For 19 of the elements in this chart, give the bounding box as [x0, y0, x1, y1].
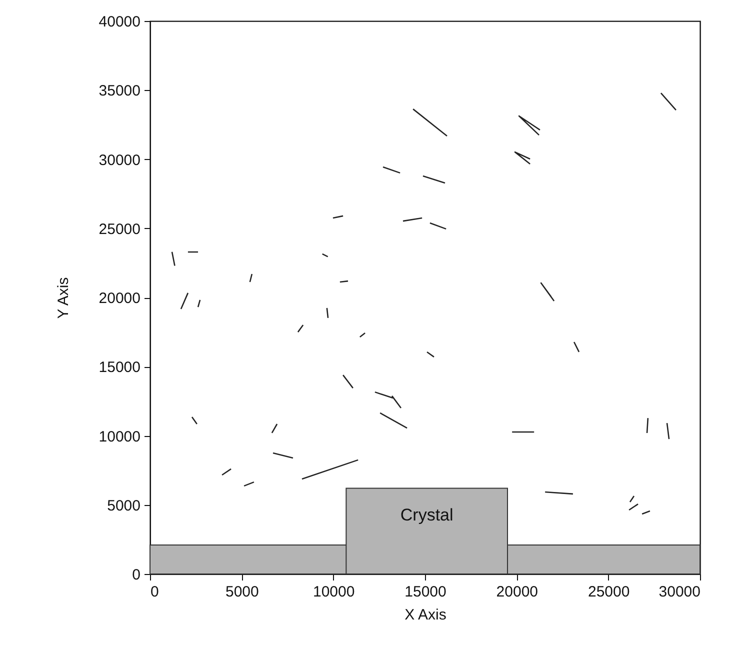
x-tick-label: 0: [150, 584, 159, 600]
x-tick-label: 10000: [312, 584, 355, 600]
y-tick-label: 10000: [98, 428, 140, 446]
y-tick-label: 15000: [98, 359, 140, 376]
annotation: Crystal: [400, 506, 454, 525]
x-tick-label: 30000: [658, 584, 700, 600]
x-tick-label: 5000: [225, 584, 259, 600]
x-tick-label: 20000: [496, 584, 538, 600]
y-tick-label: 20000: [98, 290, 140, 307]
y-tick-label: 5000: [107, 497, 140, 514]
y-tick-label: 25000: [98, 220, 140, 238]
x-axis-title: X Axis: [404, 606, 446, 624]
y-tick-label: 30000: [98, 152, 140, 169]
y-axis-title: Y Axis: [54, 277, 72, 319]
x-tick-label: 15000: [404, 584, 446, 600]
y-tick-label: 0: [132, 566, 140, 584]
x-tick-label: 25000: [588, 584, 630, 600]
y-tick-label: 40000: [98, 14, 140, 30]
y-tick-label: 35000: [98, 82, 140, 100]
